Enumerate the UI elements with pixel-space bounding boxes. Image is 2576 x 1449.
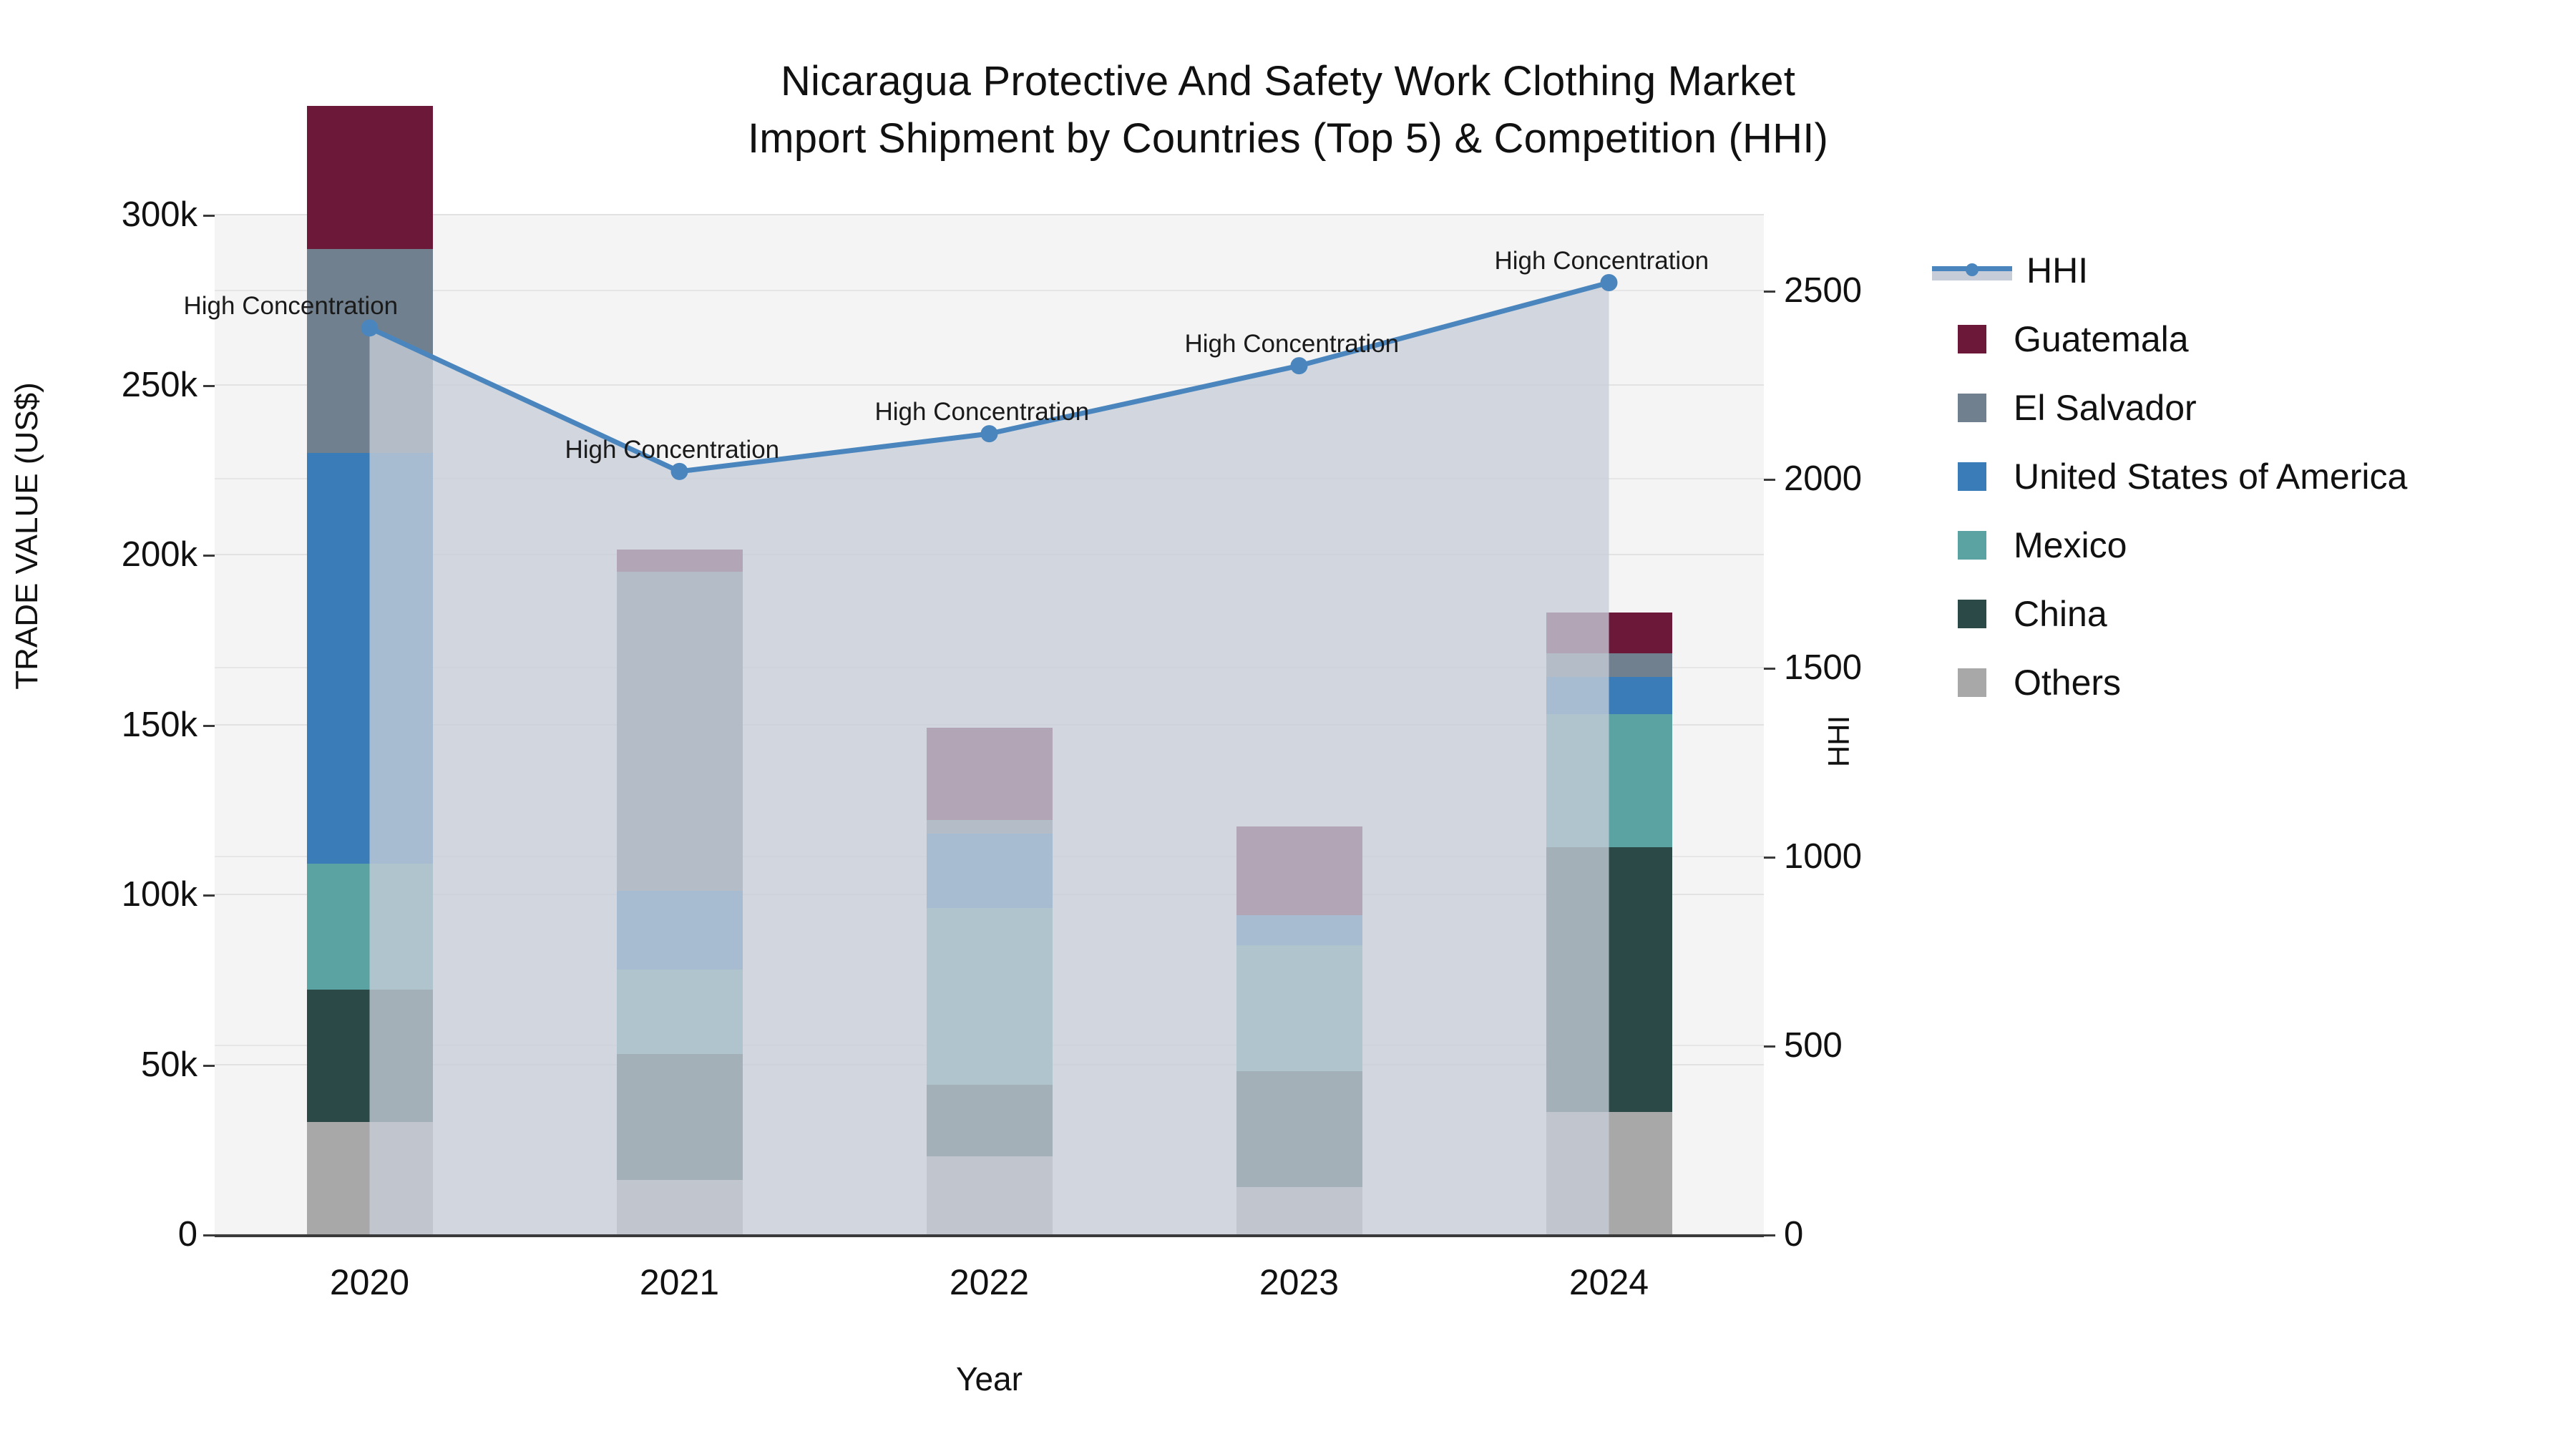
- hhi-annotation-label: High Concentration: [1184, 330, 1400, 358]
- y-axis-left-tick-label: 50k: [140, 1045, 197, 1084]
- x-axis-tick-label: 2022: [949, 1262, 1030, 1302]
- legend-item[interactable]: El Salvador: [1932, 374, 2407, 442]
- x-axis-tick-label: 2023: [1259, 1262, 1340, 1302]
- legend-marker-icon: [1966, 263, 1979, 276]
- gridline-right: [215, 289, 1764, 291]
- gridline-left: [215, 214, 1764, 215]
- y-axis-left-tick-label: 250k: [121, 365, 197, 404]
- y-axis-right-tick-label: 0: [1784, 1215, 1804, 1254]
- y-axis-left-title: TRADE VALUE (US$): [9, 382, 44, 690]
- x-axis-title: Year: [956, 1360, 1023, 1397]
- y-axis-right-tick-label: 2000: [1784, 459, 1863, 499]
- y-axis-left-tick-mark: [203, 555, 215, 557]
- y-axis-right-tick-mark: [1764, 1045, 1775, 1048]
- chart-legend: HHI Guatemala El Salvador United States of …: [1932, 236, 2407, 717]
- y-axis-right-tick-label: 2500: [1784, 270, 1863, 310]
- legend-item[interactable]: Mexico: [1932, 511, 2407, 580]
- hhi-annotation-label: High Concentration: [183, 292, 399, 321]
- hhi-data-point[interactable]: [1290, 357, 1308, 375]
- hhi-area-fill: [369, 283, 1609, 1234]
- y-axis-left-tick-mark: [203, 724, 215, 727]
- y-axis-left-tick-mark: [203, 1064, 215, 1067]
- legend-item[interactable]: United States of America: [1932, 442, 2407, 511]
- y-axis-left-tick-label: 0: [177, 1215, 197, 1254]
- y-axis-left-tick-mark: [203, 384, 215, 387]
- y-axis-right-tick-label: 1500: [1784, 648, 1863, 688]
- legend-item[interactable]: Others: [1932, 648, 2407, 717]
- hhi-annotation-label: High Concentration: [1494, 247, 1709, 275]
- y-axis-left-tick-mark: [203, 1234, 215, 1236]
- y-axis-right-tick-mark: [1764, 479, 1775, 482]
- plot-area: High Concentration High Concentration High…: [184, 106, 1764, 1235]
- legend-item-label: HHI: [2026, 250, 2089, 291]
- legend-item-label: Others: [2014, 663, 2122, 703]
- gridline-left: [215, 384, 1764, 386]
- legend-color-swatch-icon: [1958, 668, 1986, 697]
- chart-subtitle: Import Shipment by Countries (Top 5) & C…: [747, 115, 1829, 162]
- y-axis-right-tick-label: 1000: [1784, 837, 1863, 877]
- x-axis-tick-label: 2021: [639, 1262, 720, 1302]
- y-axis-left-tick-label: 300k: [121, 195, 197, 234]
- legend-item-label: China: [2014, 594, 2107, 634]
- legend-color-swatch-icon: [1958, 600, 1986, 628]
- y-axis-right-tick-label: 500: [1784, 1026, 1843, 1065]
- legend-item-label: Guatemala: [2014, 319, 2189, 359]
- chart-title: Nicaragua Protective And Safety Work Clo…: [0, 53, 2576, 167]
- hhi-data-point[interactable]: [670, 462, 688, 480]
- legend-item[interactable]: China: [1932, 580, 2407, 648]
- y-axis-right-tick-mark: [1764, 857, 1775, 859]
- legend-color-swatch-icon: [1958, 531, 1986, 560]
- bar-segment[interactable]: [306, 106, 433, 249]
- y-axis-right-tick-mark: [1764, 290, 1775, 293]
- x-axis-line: [215, 1234, 1764, 1237]
- y-axis-right-title: HHI: [1822, 715, 1855, 768]
- legend-color-swatch-icon: [1958, 394, 1986, 422]
- hhi-data-point[interactable]: [980, 425, 998, 443]
- y-axis-left-tick-label: 200k: [121, 535, 197, 574]
- legend-item-label: United States of America: [2014, 457, 2408, 497]
- y-axis-left-tick-label: 150k: [121, 705, 197, 744]
- hhi-data-point[interactable]: [1600, 274, 1618, 291]
- hhi-line-chart: [361, 274, 1618, 1234]
- x-axis-tick-label: 2020: [329, 1262, 410, 1302]
- hhi-annotation-label: High Concentration: [565, 435, 780, 464]
- hhi-data-point[interactable]: [361, 319, 379, 337]
- y-axis-left-tick-mark: [203, 215, 215, 217]
- y-axis-right-tick-mark: [1764, 668, 1775, 670]
- x-axis-tick-label: 2024: [1568, 1262, 1649, 1302]
- hhi-layer: [215, 215, 1764, 1234]
- legend-color-swatch-icon: [1958, 325, 1986, 353]
- y-axis-right-tick-mark: [1764, 1234, 1775, 1236]
- y-axis-left-tick-label: 100k: [121, 875, 197, 914]
- legend-item-label: El Salvador: [2014, 388, 2197, 428]
- legend-item-label: Mexico: [2014, 525, 2127, 565]
- legend-item[interactable]: HHI: [1932, 236, 2407, 305]
- legend-color-swatch-icon: [1958, 462, 1986, 491]
- y-axis-left-tick-mark: [203, 894, 215, 897]
- legend-line-swatch-icon: [1932, 256, 2012, 285]
- chart-title-line1: Nicaragua Protective And Safety Work Clo…: [780, 58, 1796, 104]
- hhi-annotation-label: High Concentration: [874, 398, 1090, 426]
- legend-item[interactable]: Guatemala: [1932, 305, 2407, 374]
